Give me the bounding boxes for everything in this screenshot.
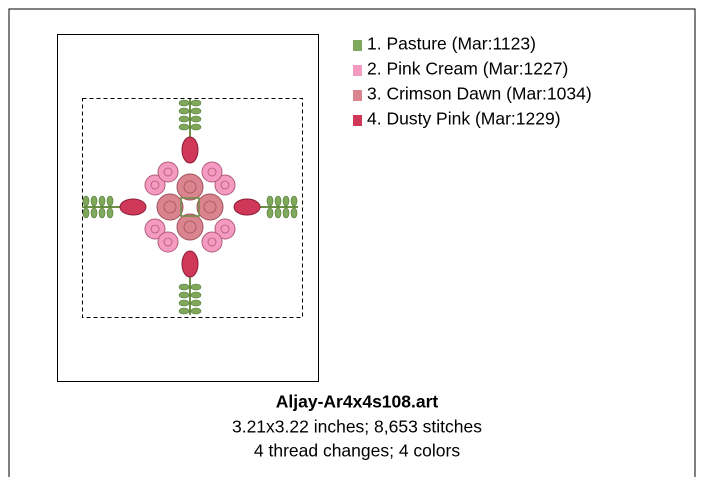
leaf [190,291,202,299]
leaf [274,195,282,207]
rose-center [150,180,160,190]
leaf [178,307,190,315]
leaf [90,207,98,219]
rose-center [183,220,197,234]
rose-center [163,167,173,177]
leaf [178,115,190,123]
leaf [98,207,106,219]
color-swatch [353,90,362,101]
legend: 1. Pasture (Mar:1123) 2. Pink Cream (Mar:… [353,34,592,129]
rose [214,174,236,196]
rose-center [207,167,217,177]
color-swatch [353,40,362,51]
file-name: Aljay-Ar4x4s108.art [276,392,439,412]
leaf [90,195,98,207]
color-label: 3. Crimson Dawn (Mar:1034) [367,84,592,104]
leaf [266,195,274,207]
leaf [190,283,202,291]
leaf [178,291,190,299]
rose-center [220,180,230,190]
file-details: 4 thread changes; 4 colors [254,441,460,461]
leaf [190,123,202,131]
leaf [190,307,202,315]
rose [176,213,204,241]
leaf [290,207,298,219]
leaf [178,107,190,115]
leaf [282,207,290,219]
rose [157,161,179,183]
design [82,99,298,315]
rose [201,161,223,183]
leaf [178,299,190,307]
rose [156,193,184,221]
rose-center [163,237,173,247]
color-swatch [353,115,362,126]
leaf [106,207,114,219]
leaf [190,99,202,107]
hoop-outline [82,98,303,318]
file-details: 3.21x3.22 inches; 8,653 stitches [232,417,482,437]
leaf [274,207,282,219]
leaf [190,299,202,307]
leaf [178,99,190,107]
rose-center [163,200,177,214]
frame [8,8,696,477]
leaf [282,195,290,207]
rose [176,173,204,201]
leaf [190,107,202,115]
leaf [178,283,190,291]
color-label: 2. Pink Cream (Mar:1227) [367,59,568,79]
bud [181,250,199,278]
rose-center [207,237,217,247]
leaf [82,195,90,207]
rose-center [183,180,197,194]
center-frame [180,197,200,217]
leaf [290,195,298,207]
bud [233,198,261,216]
rose-center [150,224,160,234]
color-swatch [353,65,362,76]
bud [119,198,147,216]
leaf [190,115,202,123]
leaf [82,207,90,219]
bud [181,136,199,164]
color-label: 4. Dusty Pink (Mar:1229) [367,109,561,129]
rose [196,193,224,221]
color-label: 1. Pasture (Mar:1123) [367,34,536,54]
rose-center [203,200,217,214]
rose-center [220,224,230,234]
rose [144,218,166,240]
leaf [266,207,274,219]
rose [157,231,179,253]
rose [214,218,236,240]
leaf [178,123,190,131]
leaf [98,195,106,207]
rose [201,231,223,253]
leaf [106,195,114,207]
rose [144,174,166,196]
